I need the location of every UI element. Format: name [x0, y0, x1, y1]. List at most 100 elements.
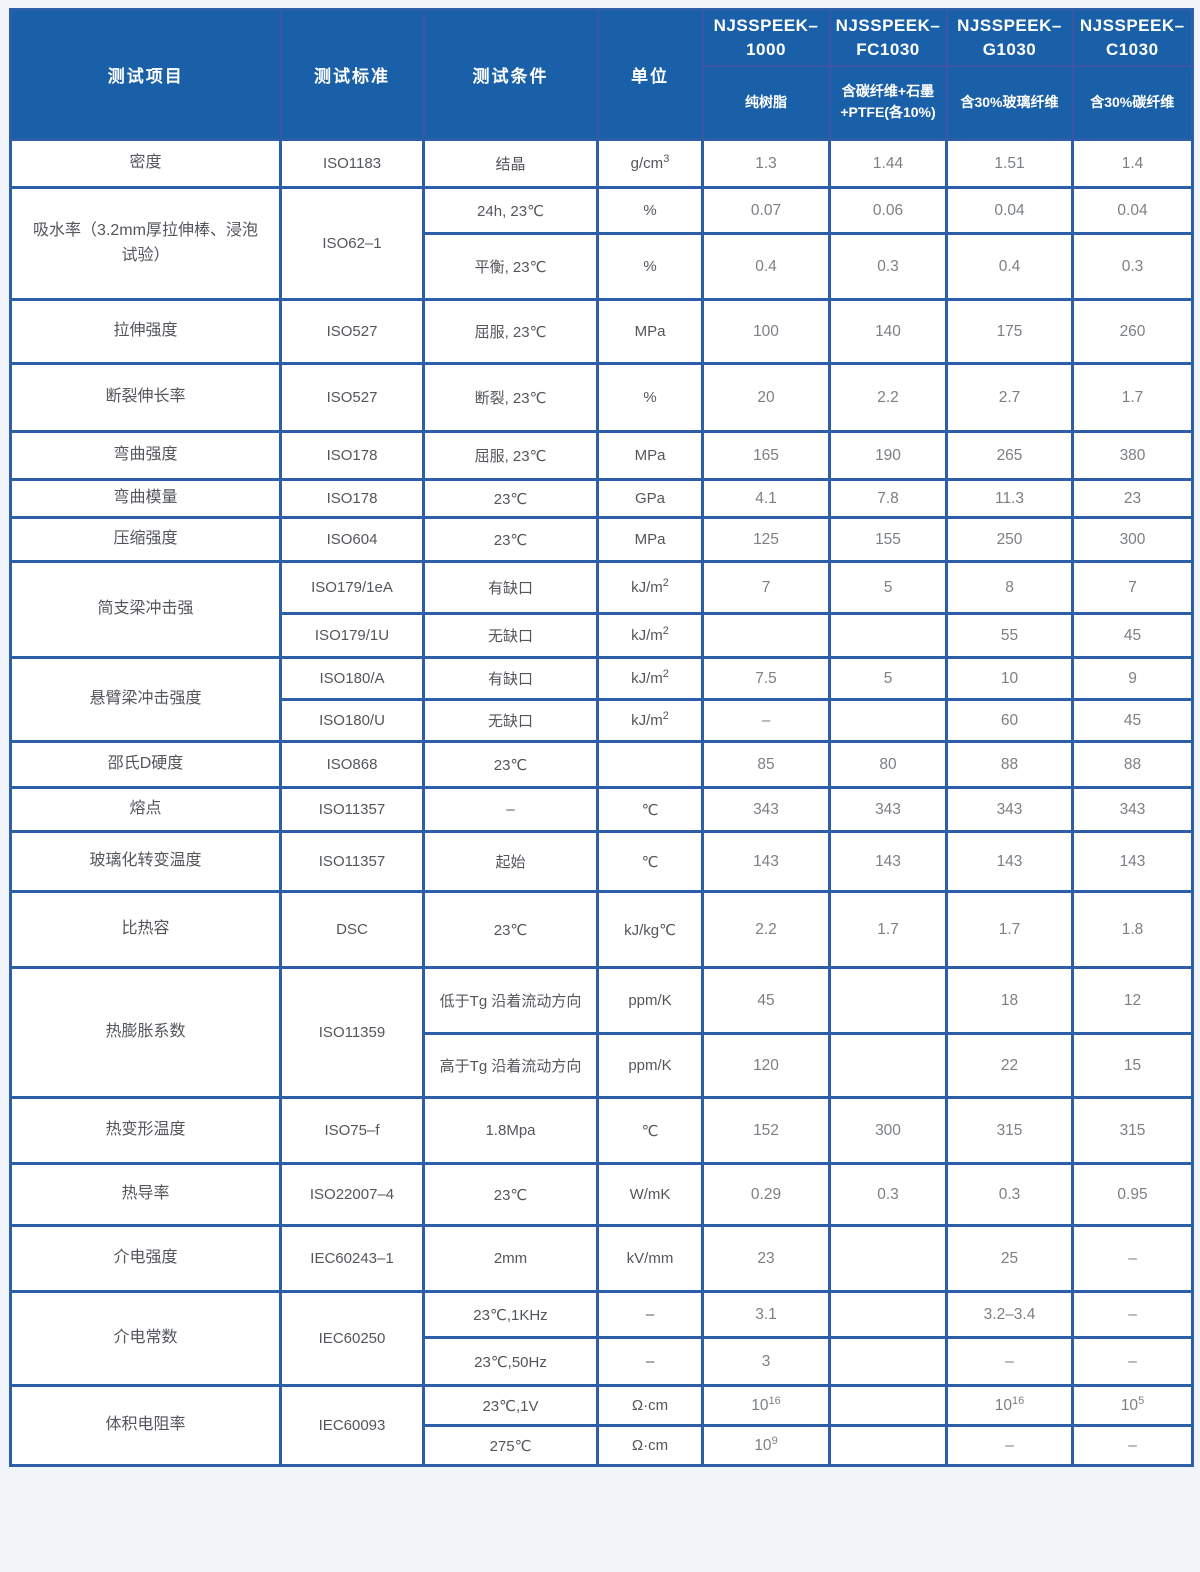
table-row: 体积电阻率 IEC60093 23℃,1V Ω·cm 1016 1016 105: [9, 1384, 1194, 1467]
value-cell: 175: [945, 298, 1074, 365]
standard-cell: ISO62–1: [279, 186, 425, 301]
header-row-descriptions: 纯树脂 含碳纤维+石墨 +PTFE(各10%) 含30%玻璃纤维 含30%碳纤维: [11, 64, 1194, 141]
table-row: 275℃ Ω·cm 109 – –: [11, 1424, 1194, 1467]
unit-cell: –: [596, 1290, 704, 1339]
unit-cell: g/cm3: [596, 138, 704, 189]
value-cell: 143: [828, 830, 948, 893]
condition-cell: 平衡, 23℃: [422, 232, 599, 301]
unit-cell: GPa: [596, 478, 704, 519]
table-row: 熔点 ISO11357 – ℃ 343 343 343 343: [9, 786, 1194, 833]
standard-cell: ISO178: [279, 430, 425, 481]
value-cell: 15: [1071, 1032, 1194, 1099]
value-cell: 2.2: [828, 362, 948, 433]
col-header-test-condition: 测试条件: [422, 8, 599, 141]
table-row: 简支梁冲击强 ISO179/1eA 有缺口 kJ/m2 7 5 8 7: [9, 560, 1194, 659]
value-cell: 45: [1071, 698, 1194, 743]
value-cell: 140: [828, 298, 948, 365]
table-row: 平衡, 23℃ % 0.4 0.3 0.4 0.3: [11, 232, 1194, 301]
product-desc-njsspeek-g1030: 含30%玻璃纤维: [945, 64, 1074, 141]
value-cell: 315: [945, 1096, 1074, 1165]
standard-cell: ISO180/A: [279, 656, 425, 701]
condition-cell: 有缺口: [422, 656, 599, 701]
unit-cell: kJ/m2: [596, 698, 704, 743]
value-cell: 3.1: [701, 1290, 831, 1339]
value-cell: [828, 698, 948, 743]
value-cell: 11.3: [945, 478, 1074, 519]
value-cell: 120: [701, 1032, 831, 1099]
col-header-test-standard: 测试标准: [279, 8, 425, 141]
condition-cell: 24h, 23℃: [422, 186, 599, 235]
unit-cell: %: [596, 362, 704, 433]
table-row: 介电强度 IEC60243–1 2mm kV/mm 23 25 –: [9, 1224, 1194, 1293]
item-cell: 玻璃化转变温度: [9, 830, 282, 893]
col-header-test-item: 测试项目: [9, 8, 282, 141]
item-cell: 断裂伸长率: [9, 362, 282, 433]
page: 测试项目 测试标准 测试条件 单位 NJSSPEEK– 1000 NJSSPEE…: [9, 8, 1194, 1467]
value-cell: 1.7: [828, 890, 948, 969]
condition-cell: 屈服, 23℃: [422, 298, 599, 365]
value-cell: 7.5: [701, 656, 831, 701]
unit-cell: MPa: [596, 516, 704, 563]
value-cell: 4.1: [701, 478, 831, 519]
condition-cell: 起始: [422, 830, 599, 893]
standard-cell: ISO868: [279, 740, 425, 789]
item-cell: 简支梁冲击强: [9, 560, 282, 659]
value-cell: 80: [828, 740, 948, 789]
value-cell: 88: [1071, 740, 1194, 789]
unit-cell: %: [596, 232, 704, 301]
header-row-models: 测试项目 测试标准 测试条件 单位 NJSSPEEK– 1000 NJSSPEE…: [9, 8, 1194, 141]
value-cell: 1016: [945, 1384, 1074, 1427]
value-cell: 0.06: [828, 186, 948, 235]
value-cell: 143: [1071, 830, 1194, 893]
standard-cell: IEC60250: [279, 1290, 425, 1387]
unit-cell: MPa: [596, 298, 704, 365]
unit-cell: MPa: [596, 430, 704, 481]
value-cell: 23: [1071, 478, 1194, 519]
unit-cell: kV/mm: [596, 1224, 704, 1293]
value-cell: 7: [701, 560, 831, 615]
value-cell: –: [1071, 1290, 1194, 1339]
value-cell: 1.51: [945, 138, 1074, 189]
table-row: 热变形温度 ISO75–f 1.8Mpa ℃ 152 300 315 315: [9, 1096, 1194, 1165]
unit-cell: ℃: [596, 1096, 704, 1165]
value-cell: 143: [945, 830, 1074, 893]
table-row: ISO180/U 无缺口 kJ/m2 – 60 45: [11, 698, 1194, 743]
value-cell: 0.07: [701, 186, 831, 235]
value-cell: 1.7: [1071, 362, 1194, 433]
unit-cell: ppm/K: [596, 966, 704, 1035]
value-cell: 12: [1071, 966, 1194, 1035]
condition-cell: 结晶: [422, 138, 599, 189]
value-cell: 0.3: [828, 1162, 948, 1227]
value-cell: 343: [701, 786, 831, 833]
table-row: 拉伸强度 ISO527 屈服, 23℃ MPa 100 140 175 260: [9, 298, 1194, 365]
item-cell: 熔点: [9, 786, 282, 833]
value-cell: –: [701, 698, 831, 743]
condition-cell: 1.8Mpa: [422, 1096, 599, 1165]
standard-cell: ISO179/1eA: [279, 560, 425, 615]
unit-cell: W/mK: [596, 1162, 704, 1227]
value-cell: 100: [701, 298, 831, 365]
condition-cell: –: [422, 786, 599, 833]
table-row: 比热容 DSC 23℃ kJ/kg℃ 2.2 1.7 1.7 1.8: [9, 890, 1194, 969]
table-row: 邵氏D硬度 ISO868 23℃ 85 80 88 88: [9, 740, 1194, 789]
value-cell: 88: [945, 740, 1074, 789]
value-cell: 45: [1071, 612, 1194, 659]
condition-cell: 23℃: [422, 1162, 599, 1227]
unit-cell: %: [596, 186, 704, 235]
value-cell: 45: [701, 966, 831, 1035]
value-cell: 22: [945, 1032, 1074, 1099]
unit-cell: kJ/m2: [596, 612, 704, 659]
table-row: 密度 ISO1183 结晶 g/cm3 1.3 1.44 1.51 1.4: [9, 138, 1194, 189]
unit-cell: ppm/K: [596, 1032, 704, 1099]
value-cell: 260: [1071, 298, 1194, 365]
value-cell: 125: [701, 516, 831, 563]
item-cell: 拉伸强度: [9, 298, 282, 365]
item-cell: 介电常数: [9, 1290, 282, 1387]
table-row: 断裂伸长率 ISO527 断裂, 23℃ % 20 2.2 2.7 1.7: [9, 362, 1194, 433]
value-cell: 2.7: [945, 362, 1074, 433]
product-name-njsspeek-c1030: NJSSPEEK– C1030: [1071, 8, 1194, 67]
item-cell: 密度: [9, 138, 282, 189]
value-cell: 0.3: [828, 232, 948, 301]
value-cell: 85: [701, 740, 831, 789]
standard-cell: ISO604: [279, 516, 425, 563]
